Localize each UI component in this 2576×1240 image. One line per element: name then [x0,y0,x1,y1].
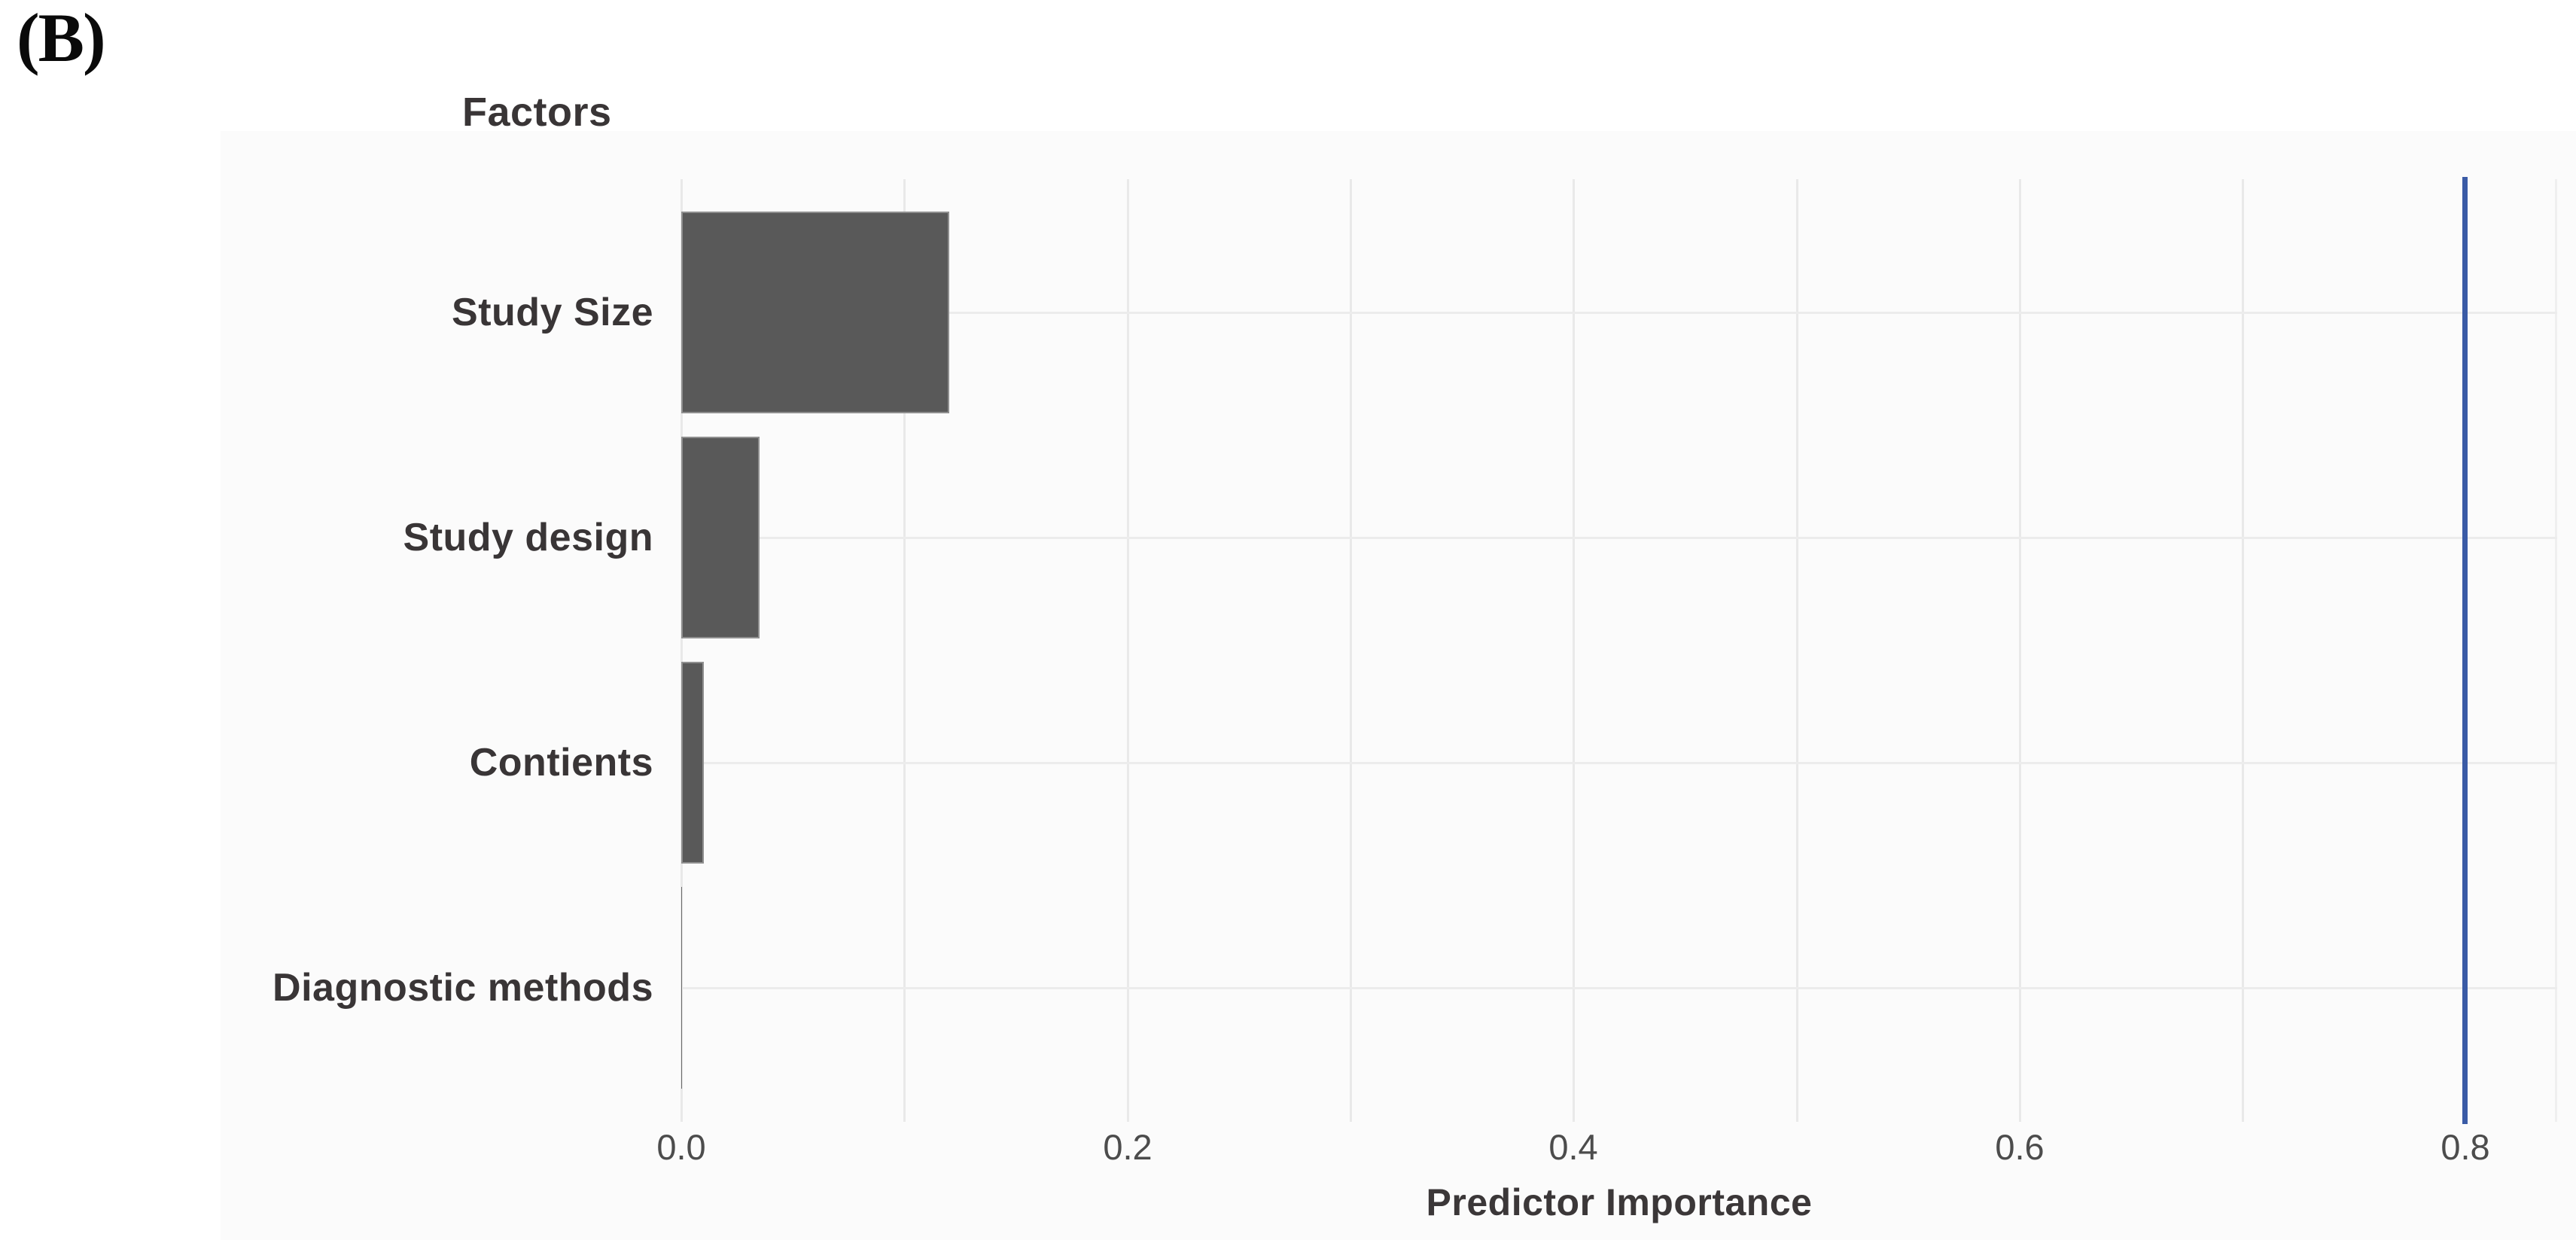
figure-panel-letter: (B) [17,0,106,76]
x-axis-tick-label: 0.2 [1103,1127,1153,1167]
vertical-gridline [2242,179,2244,1122]
bar-study-size [681,212,949,413]
x-axis-title: Predictor Importance [1426,1181,1813,1223]
x-axis-tick-label: 0.6 [1995,1127,2045,1167]
bar-contients [681,662,704,864]
vertical-gridline [903,179,906,1122]
bar-study-design [681,437,760,638]
vertical-gridline [681,179,683,1122]
y-axis-title: Factors [462,90,612,135]
vertical-gridline [2019,179,2021,1122]
y-axis-label: Diagnostic methods [273,966,653,1010]
x-axis-tick-label: 0.4 [1548,1127,1598,1167]
y-axis-label: Study design [403,516,653,559]
horizontal-gridline [681,537,2557,539]
x-axis-tick-label: 0.8 [2441,1127,2490,1167]
figure-background [221,131,2576,1240]
horizontal-gridline [681,987,2557,989]
vertical-gridline [1350,179,1352,1122]
plot-panel [681,177,2557,1124]
vertical-gridline [1796,179,1798,1122]
y-axis-label: Study Size [452,291,653,334]
bar-diagnostic-methods [681,887,682,1089]
panel-right-edge-line [2555,179,2557,1122]
vertical-gridline [1573,179,1575,1122]
horizontal-gridline [681,762,2557,764]
horizontal-gridline [681,312,2557,314]
y-axis-label: Contients [469,741,653,785]
vertical-gridline [1127,179,1129,1122]
x-axis-tick-label: 0.0 [656,1127,706,1167]
reference-line [2462,177,2468,1124]
